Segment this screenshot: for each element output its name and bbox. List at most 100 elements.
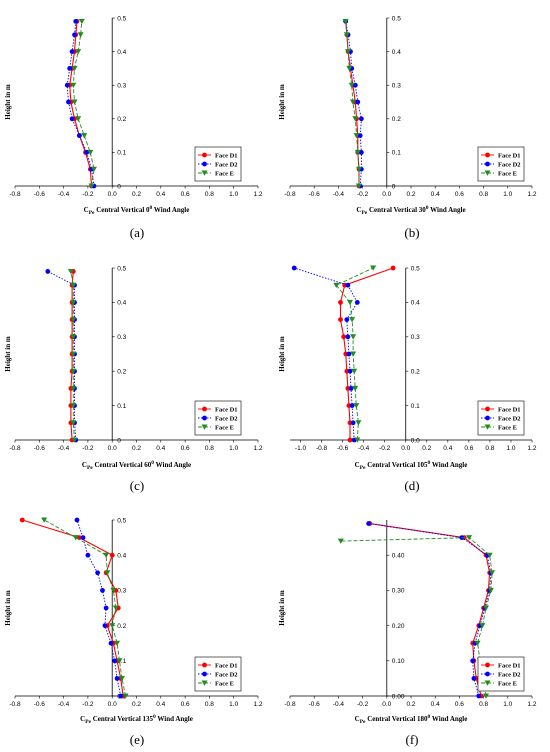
panel-caption: (c) [130, 478, 144, 493]
y-tick-label: 0.3 [117, 588, 126, 595]
data-point-e [122, 693, 129, 699]
x-tick-label: -0.6 [34, 191, 46, 198]
data-point-d2 [346, 351, 352, 357]
legend-label: Face D2 [215, 415, 238, 422]
legend-marker-d2 [485, 671, 490, 677]
data-point-e [112, 605, 119, 611]
x-tick-label: -0.8 [9, 445, 21, 452]
data-point-d2 [45, 269, 51, 274]
data-point-e [350, 334, 357, 340]
data-point-d2 [347, 368, 353, 374]
series-line-d2 [76, 519, 122, 697]
y-tick-label: 0.5 [411, 265, 420, 272]
x-tick-label: 1.0 [229, 445, 238, 452]
chart-panel-4: -1.0 -0.8 -0.6 -0.4 -0.2 0.0 0.2 0.4 0.6 0.8 1.0 1.… [278, 265, 537, 493]
data-point-e [103, 552, 110, 558]
x-tick-label: -0.2 [82, 445, 94, 452]
x-tick-label: 0.6 [464, 445, 473, 452]
x-tick-label: 0.6 [181, 701, 190, 708]
y-tick-label: 0.4 [392, 49, 401, 56]
data-point-e [70, 403, 77, 409]
legend-label: Face D1 [498, 152, 521, 159]
data-point-d2 [355, 99, 361, 105]
chart-panel-6: -0.8 -0.6 -0.4 -0.2 0.0 0.2 0.4 0.6 0.8 1.0 1.2 0.0… [278, 520, 537, 747]
legend-label: Face D1 [215, 662, 238, 669]
data-point-e [350, 351, 357, 357]
data-point-e [104, 570, 111, 576]
data-point-e [352, 385, 359, 392]
y-axis-title: Height in m [4, 84, 12, 120]
y-tick-label: 0.2 [117, 116, 126, 123]
x-tick-label: -0.8 [284, 191, 296, 198]
x-tick-label: 0.6 [455, 191, 464, 198]
panel-caption: (a) [130, 225, 144, 240]
data-point-d2 [349, 403, 355, 408]
data-point-e [70, 299, 77, 306]
legend-marker-e [484, 424, 491, 430]
data-point-e [355, 183, 362, 189]
data-point-d1 [338, 300, 343, 305]
legend-label: Face E [498, 424, 517, 431]
data-point-e [466, 535, 473, 541]
legend-marker-e [201, 424, 208, 430]
x-tick-label: 1.2 [253, 701, 262, 708]
data-point-e [77, 32, 84, 38]
legend: Face D1 Face D2 Face E [194, 400, 242, 436]
data-point-e [118, 675, 125, 682]
y-tick-label: 0.2 [117, 369, 126, 376]
legend-marker-d1 [485, 662, 490, 668]
y-tick-label: 0 [117, 183, 121, 190]
data-point-e [474, 640, 481, 646]
x-axis-title: CPe Central Vertical 00 Wind Angle [84, 205, 190, 216]
data-point-d2 [118, 693, 124, 699]
x-tick-label: 0.0 [382, 191, 391, 198]
y-tick-label: 0 [392, 183, 396, 190]
data-point-e [71, 65, 78, 72]
x-tick-label: 0.8 [479, 701, 488, 708]
y-axis-title: Height in m [278, 84, 286, 120]
data-point-d2 [74, 517, 80, 523]
x-axis-title: CPe Central Vertical 300 Wind Angle [356, 205, 465, 216]
y-tick-label: 0.3 [392, 83, 401, 90]
x-tick-label: -0.2 [82, 191, 94, 198]
legend-marker-d1 [202, 406, 207, 412]
legend-label: Face D2 [498, 415, 521, 422]
data-point-d2 [366, 521, 372, 526]
data-point-d2 [72, 32, 77, 38]
x-axis-title: CPe Central Vertical 1800 Wind Angle [355, 714, 468, 725]
legend: Face D1 Face D2 Face E [477, 656, 525, 692]
chart-panel-3: -0.8 -0.6 -0.4 -0.2 0.0 0.2 0.4 0.6 0.8 1.0 1.2 0 0.… [4, 265, 263, 493]
x-axis-title: CPe Central Vertical 600 Wind Angle [82, 460, 191, 471]
x-tick-label: 1.0 [229, 191, 238, 198]
data-point-e [116, 658, 123, 664]
data-point-e [352, 116, 359, 122]
x-tick-label: -0.6 [337, 445, 349, 452]
data-point-d2 [108, 640, 114, 646]
data-point-e [110, 587, 117, 594]
y-tick-label: 0.2 [392, 116, 401, 123]
y-tick-label: 0.1 [117, 403, 126, 410]
x-tick-label: 0.4 [431, 701, 440, 708]
data-point-d2 [76, 133, 82, 139]
data-point-d2 [357, 133, 363, 139]
panel-caption: (e) [130, 732, 144, 747]
y-axis-title: Height in m [278, 590, 286, 626]
x-tick-label: -0.8 [9, 191, 21, 198]
y-tick-label: 0.3 [411, 334, 420, 341]
data-point-e [70, 334, 77, 340]
legend-marker-e [484, 680, 491, 686]
data-point-e [337, 538, 344, 544]
data-point-e [70, 351, 77, 357]
data-point-d2 [103, 605, 109, 611]
data-point-d2 [352, 82, 358, 88]
data-point-e [78, 18, 85, 25]
x-tick-label: -0.2 [357, 191, 369, 198]
y-tick-label: 0.10 [392, 658, 405, 665]
x-tick-label: -0.2 [379, 445, 391, 452]
x-tick-label: 0.2 [132, 445, 141, 452]
x-tick-label: 0.8 [485, 445, 494, 452]
y-tick-label: 0.1 [117, 658, 126, 665]
x-tick-label: -0.4 [58, 445, 70, 452]
legend-label: Face E [215, 424, 234, 431]
x-tick-label: 0.0 [382, 701, 391, 708]
